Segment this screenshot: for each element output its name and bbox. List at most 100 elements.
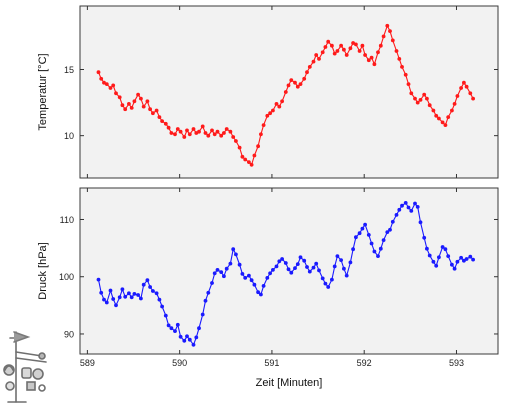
- pressure-data-point: [151, 289, 155, 293]
- pressure-data-point: [431, 259, 436, 264]
- pressure-data-point: [136, 293, 141, 297]
- temperature-data-point: [151, 111, 155, 116]
- temperature-data-point: [197, 129, 201, 134]
- pressure-data-point: [228, 261, 233, 266]
- pressure-data-point: [330, 277, 334, 282]
- temperature-data-point: [450, 108, 454, 113]
- temperature-data-point: [434, 113, 439, 118]
- pressure-data-point: [126, 291, 131, 296]
- pressure-data-point: [385, 230, 390, 235]
- pressure-data-point: [418, 220, 423, 225]
- temperature-data-point: [252, 153, 257, 158]
- temperature-data-point: [108, 86, 113, 90]
- temperature-data-point: [261, 123, 266, 127]
- pressure-data-point: [459, 255, 463, 260]
- pressure-data-point: [231, 247, 236, 252]
- pressure-data-point: [154, 291, 159, 296]
- pressure-data-point: [332, 264, 337, 269]
- temperature-data-point: [187, 132, 192, 137]
- pressure-data-point: [437, 255, 441, 260]
- temperature-data-point: [323, 45, 328, 49]
- temperature-data-point: [132, 99, 137, 104]
- pressure-data-point: [141, 282, 146, 287]
- pressure-data-point: [259, 292, 263, 297]
- temperature-data-point: [203, 131, 208, 135]
- pressure-data-point: [206, 290, 211, 295]
- temperature-data-point: [182, 135, 187, 139]
- temperature-data-point: [468, 91, 473, 96]
- temperature-data-point: [363, 53, 367, 57]
- pressure-data-point: [286, 267, 291, 272]
- temperature-data-point: [129, 106, 134, 110]
- pressure-data-point: [363, 222, 367, 227]
- temperature-data-point: [455, 94, 460, 98]
- pressure-data-point: [366, 233, 371, 237]
- temperature-data-point: [277, 104, 282, 109]
- temperature-data-point: [348, 46, 353, 51]
- temperature-data-point: [376, 50, 380, 55]
- temperature-data-point: [443, 123, 448, 127]
- pressure-data-point: [274, 264, 279, 269]
- pressure-data-point: [243, 276, 248, 280]
- pressure-data-point: [185, 334, 189, 339]
- pressure-data-point: [283, 261, 288, 265]
- temperature-data-point: [222, 131, 226, 135]
- pressure-data-point: [277, 259, 282, 264]
- pressure-data-point: [372, 249, 377, 254]
- pressure-data-point: [369, 241, 374, 246]
- pressure-y-tick-label: 110: [60, 215, 74, 225]
- pressure-data-point: [314, 261, 319, 266]
- pressure-data-point: [378, 246, 383, 251]
- pressure-data-point: [409, 209, 414, 213]
- temperature-data-point: [440, 120, 445, 125]
- pressure-x-tick-label: 593: [449, 358, 464, 368]
- pressure-x-tick-label: 592: [357, 358, 372, 368]
- temperature-data-point: [351, 41, 355, 45]
- pressure-data-point: [224, 266, 229, 271]
- pressure-data-point: [403, 201, 408, 205]
- pressure-data-point: [252, 282, 257, 287]
- pressure-data-point: [212, 271, 217, 276]
- temperature-data-point: [126, 102, 131, 106]
- temperature-data-point: [381, 34, 386, 39]
- pressure-y-tick-label: 90: [64, 329, 74, 339]
- temperature-data-point: [280, 99, 284, 104]
- temperature-data-point: [191, 127, 196, 131]
- pressure-data-point: [381, 238, 386, 243]
- temperature-data-point: [178, 129, 183, 134]
- temperature-data-point: [240, 154, 245, 159]
- temperature-data-point: [228, 129, 233, 134]
- temperature-data-point: [114, 91, 118, 96]
- pressure-data-point: [462, 258, 466, 263]
- temperature-data-point: [305, 70, 309, 75]
- temperature-data-point: [268, 111, 272, 116]
- pressure-data-point: [360, 226, 365, 231]
- pressure-data-point: [240, 272, 245, 276]
- temperature-data-point: [314, 53, 319, 57]
- pressure-data-point: [114, 303, 118, 308]
- pressure-data-point: [215, 268, 220, 272]
- pressure-data-point: [397, 207, 402, 212]
- temperature-data-point: [247, 160, 251, 165]
- pressure-data-point: [99, 290, 104, 295]
- temperature-data-point: [145, 99, 150, 104]
- pressure-data-point: [157, 297, 162, 302]
- temperature-data-point: [446, 115, 451, 119]
- x-axis-label: Zeit [Minuten]: [256, 377, 323, 389]
- temperature-data-point: [385, 23, 390, 28]
- pressure-data-point: [102, 297, 106, 302]
- pressure-data-point: [139, 296, 143, 301]
- temperature-data-point: [388, 29, 392, 33]
- pressure-data-point: [108, 288, 113, 293]
- temperature-data-point: [160, 119, 165, 123]
- temperature-data-point: [259, 132, 263, 137]
- pressure-data-point: [427, 253, 432, 258]
- pressure-data-point: [129, 295, 134, 300]
- temperature-data-point: [335, 49, 340, 53]
- temperature-data-point: [342, 47, 346, 52]
- pressure-data-point: [450, 262, 454, 267]
- temperature-data-point: [403, 72, 408, 77]
- pressure-data-point: [394, 213, 399, 217]
- pressure-data-point: [342, 266, 346, 271]
